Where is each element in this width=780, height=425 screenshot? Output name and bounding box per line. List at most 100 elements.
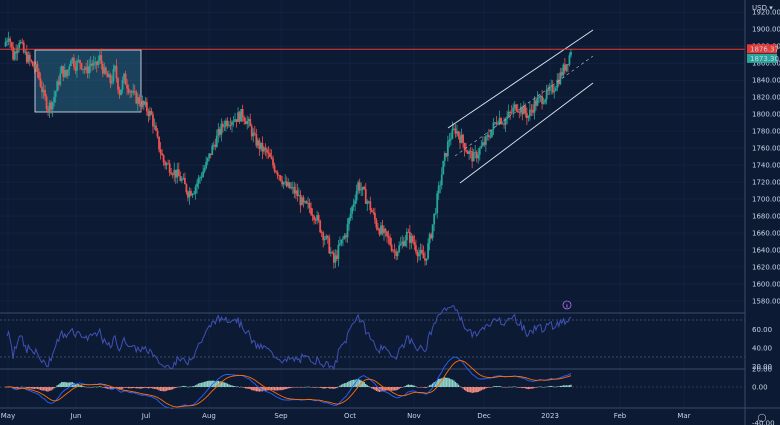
macd-histogram-bar: [482, 387, 484, 390]
macd-histogram-bar: [564, 385, 566, 387]
candle-body: [149, 110, 151, 117]
macd-histogram-bar: [418, 387, 420, 388]
macd-histogram-bar: [409, 384, 411, 387]
macd-histogram-bar: [161, 387, 163, 392]
price-tick-label: 1760.00: [752, 145, 780, 153]
macd-tick-label: 0.00: [752, 384, 768, 392]
candle-body: [483, 142, 486, 145]
candle-body: [176, 169, 179, 178]
candle-body: [445, 153, 448, 157]
candle-body: [173, 169, 176, 176]
candle-body: [240, 109, 243, 122]
candle-body: [89, 63, 92, 67]
candle-body: [30, 60, 33, 62]
macd-histogram-bar: [476, 387, 478, 393]
macd-histogram-bar: [327, 387, 329, 388]
candle-body: [218, 128, 221, 135]
macd-histogram-bar: [196, 384, 198, 387]
candle-body: [284, 181, 287, 183]
macd-pane[interactable]: -40.00 0.00 20.00: [0, 356, 775, 425]
candle-body: [39, 78, 42, 87]
macd-histogram-bar: [30, 387, 33, 389]
candle-body: [468, 151, 471, 154]
price-pane[interactable]: ℹ: [0, 29, 745, 310]
candle-body: [562, 64, 565, 76]
macd-histogram-bar: [91, 386, 93, 388]
candle-body: [272, 158, 274, 166]
macd-histogram-bar: [200, 382, 203, 387]
macd-histogram-bar: [541, 386, 543, 388]
macd-histogram-bar: [368, 386, 370, 387]
macd-histogram-bar: [162, 387, 165, 392]
candle-body: [422, 253, 425, 259]
channel-upper-line[interactable]: [447, 29, 594, 129]
candle-body: [513, 104, 516, 108]
candle-body: [348, 218, 350, 225]
macd-histogram-bar: [510, 386, 513, 388]
macd-histogram-bar: [21, 386, 23, 388]
macd-histogram-bar: [150, 387, 153, 389]
candle-body: [76, 60, 78, 71]
candle-body: [392, 250, 395, 252]
candle-body: [377, 227, 379, 230]
candle-body: [168, 163, 171, 173]
candle-body: [290, 187, 293, 189]
macd-histogram-bar: [59, 383, 61, 387]
candle-body: [527, 116, 530, 119]
rsi-pane[interactable]: 20.00 40.00 60.00: [0, 305, 772, 371]
price-axis: USD ▾ 1580.00 1600.00 1620.00 1640.00 1660.0…: [747, 4, 780, 305]
candle-body: [241, 109, 244, 118]
candle-body: [261, 142, 264, 152]
macd-histogram-bar: [24, 387, 26, 388]
candle-body: [124, 73, 127, 85]
currency-label[interactable]: USD ▾: [752, 4, 773, 12]
candle-body: [311, 214, 314, 217]
candle-body: [199, 177, 201, 179]
event-marker-icon[interactable]: [562, 300, 572, 310]
macd-histogram-bar: [130, 387, 133, 389]
candle-body: [313, 216, 315, 220]
macd-histogram-bar: [264, 387, 267, 391]
macd-histogram-bar: [138, 387, 140, 389]
candle-body: [209, 153, 212, 155]
candle-body: [114, 66, 116, 70]
macd-histogram-bar: [284, 387, 286, 390]
settings-icon[interactable]: ◯: [758, 413, 767, 422]
macd-histogram-bar: [226, 383, 229, 387]
candle-body: [525, 113, 528, 119]
candle-body: [51, 102, 54, 110]
macd-histogram-bar: [126, 387, 128, 388]
channel-mid-line[interactable]: [454, 55, 594, 157]
macd-histogram-bar: [240, 386, 242, 388]
macd-histogram-bar: [466, 387, 469, 392]
macd-histogram-bar: [170, 387, 172, 390]
macd-histogram-bar: [243, 387, 245, 388]
macd-histogram-bar: [248, 387, 250, 389]
macd-histogram-bar: [561, 385, 563, 387]
candle-body: [91, 63, 94, 66]
macd-histogram-bar: [387, 387, 390, 391]
macd-histogram-bar: [74, 383, 77, 387]
candle-body: [48, 102, 51, 111]
macd-histogram-bar: [358, 379, 361, 387]
macd-axis-ticks: -40.00 0.00 20.00: [752, 366, 775, 425]
macd-histogram-bar: [64, 381, 66, 387]
candle-body: [535, 100, 537, 106]
candle-body: [565, 64, 568, 71]
candle-body: [442, 160, 445, 175]
macd-signal-line: [5, 360, 572, 408]
candle-body: [373, 212, 376, 220]
candle-body: [469, 151, 472, 152]
time-axis-label: Nov: [407, 412, 421, 420]
macd-histogram-bar: [99, 386, 101, 387]
macd-histogram-bar: [42, 387, 45, 391]
candle-body: [457, 131, 460, 137]
candle-body: [118, 89, 121, 96]
channel-lower-line[interactable]: [459, 82, 594, 184]
candle-body: [259, 142, 262, 149]
candle-body: [36, 64, 39, 72]
macd-histogram-bar: [89, 386, 92, 388]
macd-histogram-bar: [334, 387, 337, 389]
candle-body: [164, 162, 167, 166]
